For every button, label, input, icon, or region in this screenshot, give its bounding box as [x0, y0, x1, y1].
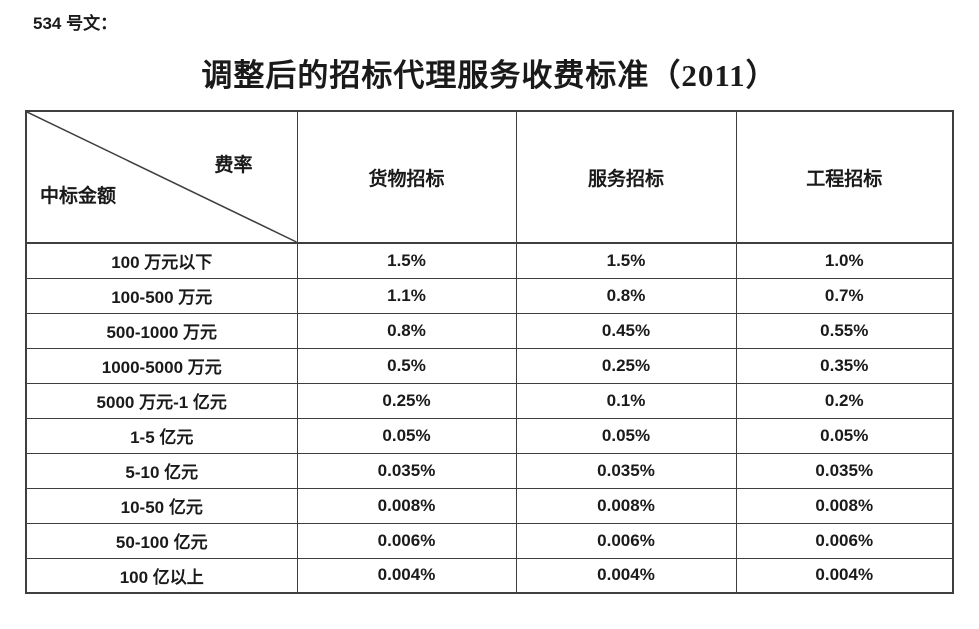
row-label-cell: 100 亿以上 [25, 557, 298, 594]
doc-title: 调整后的招标代理服务收费标准（2011） [201, 58, 778, 93]
row-label-cell: 100 万元以下 [25, 242, 298, 279]
rate-cell: 0.035% [735, 452, 954, 489]
rate-cell: 0.006% [296, 522, 517, 559]
table-row: 5-10 亿元 0.035% 0.035% 0.035% [25, 452, 954, 489]
row-label-cell: 50-100 亿元 [25, 522, 298, 559]
rate-cell: 0.55% [735, 312, 954, 349]
rate-cell: 0.25% [296, 382, 517, 419]
table-row: 100 亿以上 0.004% 0.004% 0.004% [25, 557, 954, 594]
corner-header-cell: 费率 中标金额 [25, 110, 298, 244]
row-label-cell: 1000-5000 万元 [25, 347, 298, 384]
row-label-cell: 5000 万元-1 亿元 [25, 382, 298, 419]
rate-cell: 0.008% [735, 487, 954, 524]
rate-cell: 0.035% [515, 452, 737, 489]
fee-rate-table: 费率 中标金额 货物招标 服务招标 工程招标 100 万元以下 1.5% 1.5… [25, 110, 954, 594]
rate-cell: 0.006% [515, 522, 737, 559]
rate-cell: 0.5% [296, 347, 517, 384]
rate-cell: 0.004% [296, 557, 517, 594]
rate-cell: 0.8% [515, 277, 737, 314]
rate-cell: 0.05% [735, 417, 954, 454]
rate-cell: 0.05% [515, 417, 737, 454]
col-header-service-bidding: 服务招标 [515, 110, 737, 244]
corner-label-bid-amount: 中标金额 [40, 186, 117, 207]
table-row: 5000 万元-1 亿元 0.25% 0.1% 0.2% [25, 382, 954, 419]
rate-cell: 1.5% [296, 242, 517, 279]
rate-cell: 0.2% [735, 382, 954, 419]
table-row: 1-5 亿元 0.05% 0.05% 0.05% [25, 417, 954, 454]
rate-cell: 0.8% [296, 312, 517, 349]
table-row: 100-500 万元 1.1% 0.8% 0.7% [25, 277, 954, 314]
rate-cell: 0.25% [515, 347, 737, 384]
table-row: 50-100 亿元 0.006% 0.006% 0.006% [25, 522, 954, 559]
corner-label-fee-rate: 费率 [214, 155, 253, 176]
table-row: 500-1000 万元 0.8% 0.45% 0.55% [25, 312, 954, 349]
row-label-cell: 5-10 亿元 [25, 452, 298, 489]
diagonal-divider-line [27, 112, 297, 242]
rate-cell: 0.008% [296, 487, 517, 524]
rate-cell: 0.006% [735, 522, 954, 559]
row-label-cell: 10-50 亿元 [25, 487, 298, 524]
table-row: 100 万元以下 1.5% 1.5% 1.0% [25, 242, 954, 279]
table-row: 10-50 亿元 0.008% 0.008% 0.008% [25, 487, 954, 524]
rate-cell: 1.5% [515, 242, 737, 279]
table-row: 1000-5000 万元 0.5% 0.25% 0.35% [25, 347, 954, 384]
rate-cell: 1.1% [296, 277, 517, 314]
rate-cell: 0.008% [515, 487, 737, 524]
doc-ref-label: 534 号文： [33, 14, 118, 33]
row-label-cell: 1-5 亿元 [25, 417, 298, 454]
rate-cell: 0.004% [735, 557, 954, 594]
rate-cell: 0.1% [515, 382, 737, 419]
row-label-cell: 100-500 万元 [25, 277, 298, 314]
row-label-cell: 500-1000 万元 [25, 312, 298, 349]
col-header-engineering-bidding: 工程招标 [735, 110, 954, 244]
rate-cell: 1.0% [735, 242, 954, 279]
header-row: 费率 中标金额 货物招标 服务招标 工程招标 [25, 110, 954, 244]
rate-cell: 0.45% [515, 312, 737, 349]
rate-cell: 0.035% [296, 452, 517, 489]
rate-cell: 0.004% [515, 557, 737, 594]
rate-cell: 0.35% [735, 347, 954, 384]
rate-cell: 0.05% [296, 417, 517, 454]
col-header-goods-bidding: 货物招标 [296, 110, 517, 244]
rate-cell: 0.7% [735, 277, 954, 314]
